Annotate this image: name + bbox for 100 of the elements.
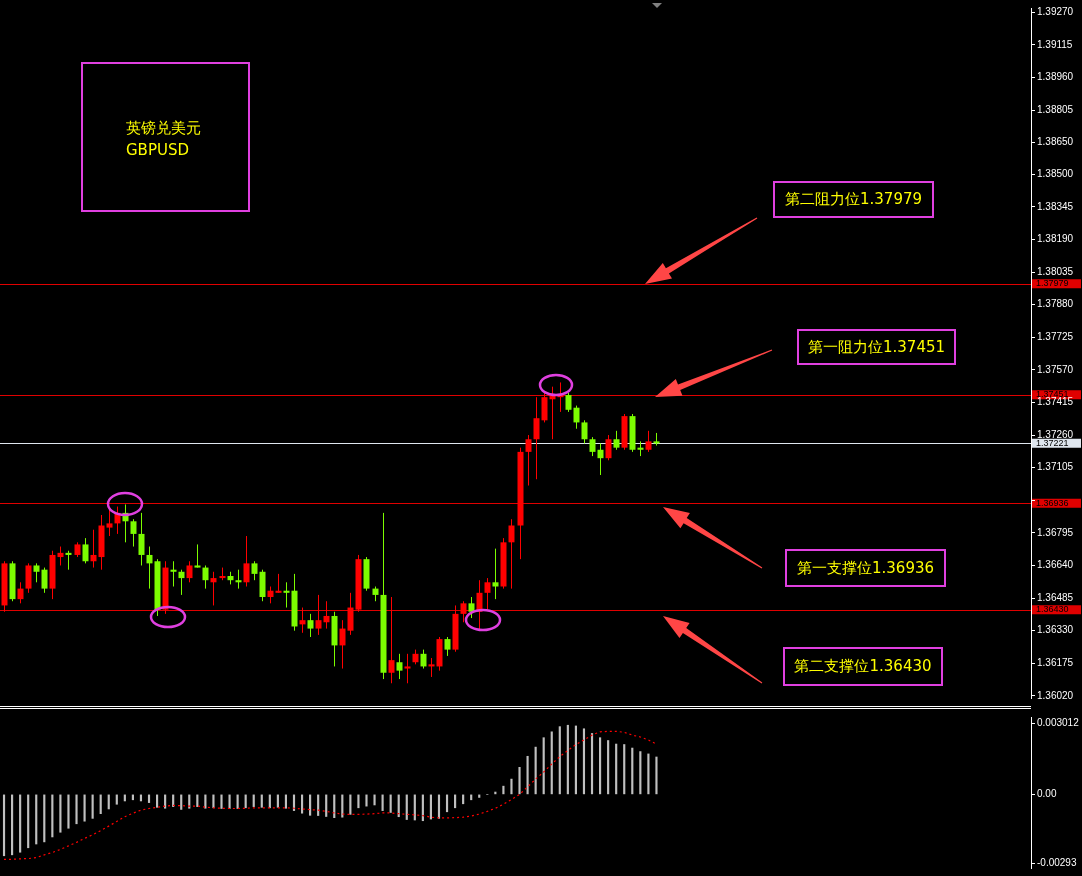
bar: [75, 794, 78, 825]
candlestick: [275, 573, 282, 594]
bar: [381, 794, 384, 811]
bar: [325, 794, 328, 817]
bar: [51, 794, 54, 838]
candlestick: [146, 546, 153, 590]
annotation: 第一阻力位1.37451: [797, 329, 956, 365]
candlestick: [581, 419, 588, 444]
bar: [228, 794, 231, 809]
y-tick-label: 1.39270: [1037, 5, 1074, 17]
candlestick: [525, 434, 532, 487]
bar: [454, 794, 457, 809]
candlestick: [33, 562, 40, 583]
y-tick-label: 1.37105: [1037, 461, 1074, 473]
bar: [284, 794, 288, 809]
bar: [244, 794, 247, 809]
candlestick: [420, 649, 427, 670]
bar: [212, 794, 215, 809]
bar: [357, 794, 360, 809]
bar: [623, 744, 626, 795]
candlestick: [251, 560, 258, 581]
candlestick: [17, 581, 24, 604]
bar: [260, 794, 263, 808]
annotation: 第一支撑位1.36936: [785, 549, 946, 587]
y-tick-label: 1.38345: [1037, 200, 1074, 212]
candlestick: [460, 600, 467, 623]
y-tick-label: 1.37260: [1037, 428, 1074, 440]
candlestick: [645, 430, 652, 453]
candlestick: [210, 571, 217, 606]
bar: [155, 794, 159, 808]
bar: [655, 756, 658, 795]
y-tick-label: 1.38500: [1037, 167, 1074, 179]
y-tick-label: 1.36485: [1037, 591, 1074, 603]
bar: [373, 794, 376, 806]
bar: [43, 794, 46, 843]
bar: [2, 794, 6, 857]
candlestick: [57, 546, 64, 566]
bar: [83, 794, 86, 822]
candlestick: [235, 569, 242, 590]
bar: [574, 725, 577, 795]
y-tick-label: 1.37570: [1037, 363, 1074, 375]
bar: [558, 726, 561, 795]
y-tick-label: 1.36330: [1037, 624, 1074, 636]
bar: [99, 794, 102, 814]
candlestick: [404, 653, 411, 684]
candlestick: [533, 396, 540, 480]
candlestick: [444, 636, 451, 657]
y-tick-label: 1.38805: [1037, 103, 1074, 115]
candlestick: [90, 529, 97, 569]
bar: [59, 794, 62, 833]
y-tick-label: 1.36795: [1037, 526, 1074, 538]
candlestick: [573, 405, 580, 430]
candlestick: [484, 577, 491, 611]
bar: [35, 794, 38, 845]
bar: [631, 747, 634, 795]
candlestick: [323, 600, 330, 630]
bar: [590, 733, 594, 795]
bar: [115, 794, 118, 805]
candlestick: [106, 508, 113, 537]
y-tick-label: 0.003012: [1037, 717, 1080, 729]
text: 英镑兑美元: [126, 118, 202, 139]
y-tick-label: 1.36640: [1037, 559, 1074, 571]
bar: [91, 794, 94, 819]
candlestick: [428, 657, 435, 678]
bar: [607, 740, 610, 795]
y-tick-label: 1.37880: [1037, 298, 1074, 310]
y-tick-label: 1.36175: [1037, 657, 1074, 669]
candlestick: [541, 392, 548, 423]
candlestick: [605, 434, 612, 461]
candlestick: [508, 518, 515, 590]
candlestick: [186, 560, 193, 583]
annotation: 第二阻力位1.37979: [773, 181, 934, 218]
ref-line-label: 1.37979: [1036, 278, 1069, 289]
text: GBPUSD: [126, 140, 190, 161]
y-tick-label: 0.00: [1037, 788, 1057, 800]
y-tick-label: -0.00293: [1037, 857, 1077, 869]
candlestick: [307, 613, 314, 638]
y-tick-label: 1.38960: [1037, 71, 1074, 83]
bar: [518, 767, 521, 795]
candlestick: [565, 392, 572, 413]
bar: [639, 751, 642, 795]
bar: [566, 724, 569, 795]
bar: [11, 794, 14, 856]
bar: [67, 794, 70, 829]
candlestick: [130, 518, 137, 548]
candlestick: [82, 537, 89, 564]
bar: [365, 794, 368, 807]
candlestick: [396, 653, 403, 680]
candlestick: [589, 436, 596, 457]
bar: [27, 794, 30, 849]
y-tick-label: 1.37725: [1037, 330, 1074, 342]
bar: [19, 794, 22, 853]
bar: [542, 737, 545, 795]
bar: [550, 731, 553, 795]
y-tick-label: 1.38650: [1037, 136, 1074, 148]
y-tick-label: 1.38190: [1037, 233, 1074, 245]
candlestick: [194, 543, 201, 569]
candlestick: [597, 442, 604, 476]
bar: [582, 728, 586, 795]
candlestick: [170, 560, 177, 588]
